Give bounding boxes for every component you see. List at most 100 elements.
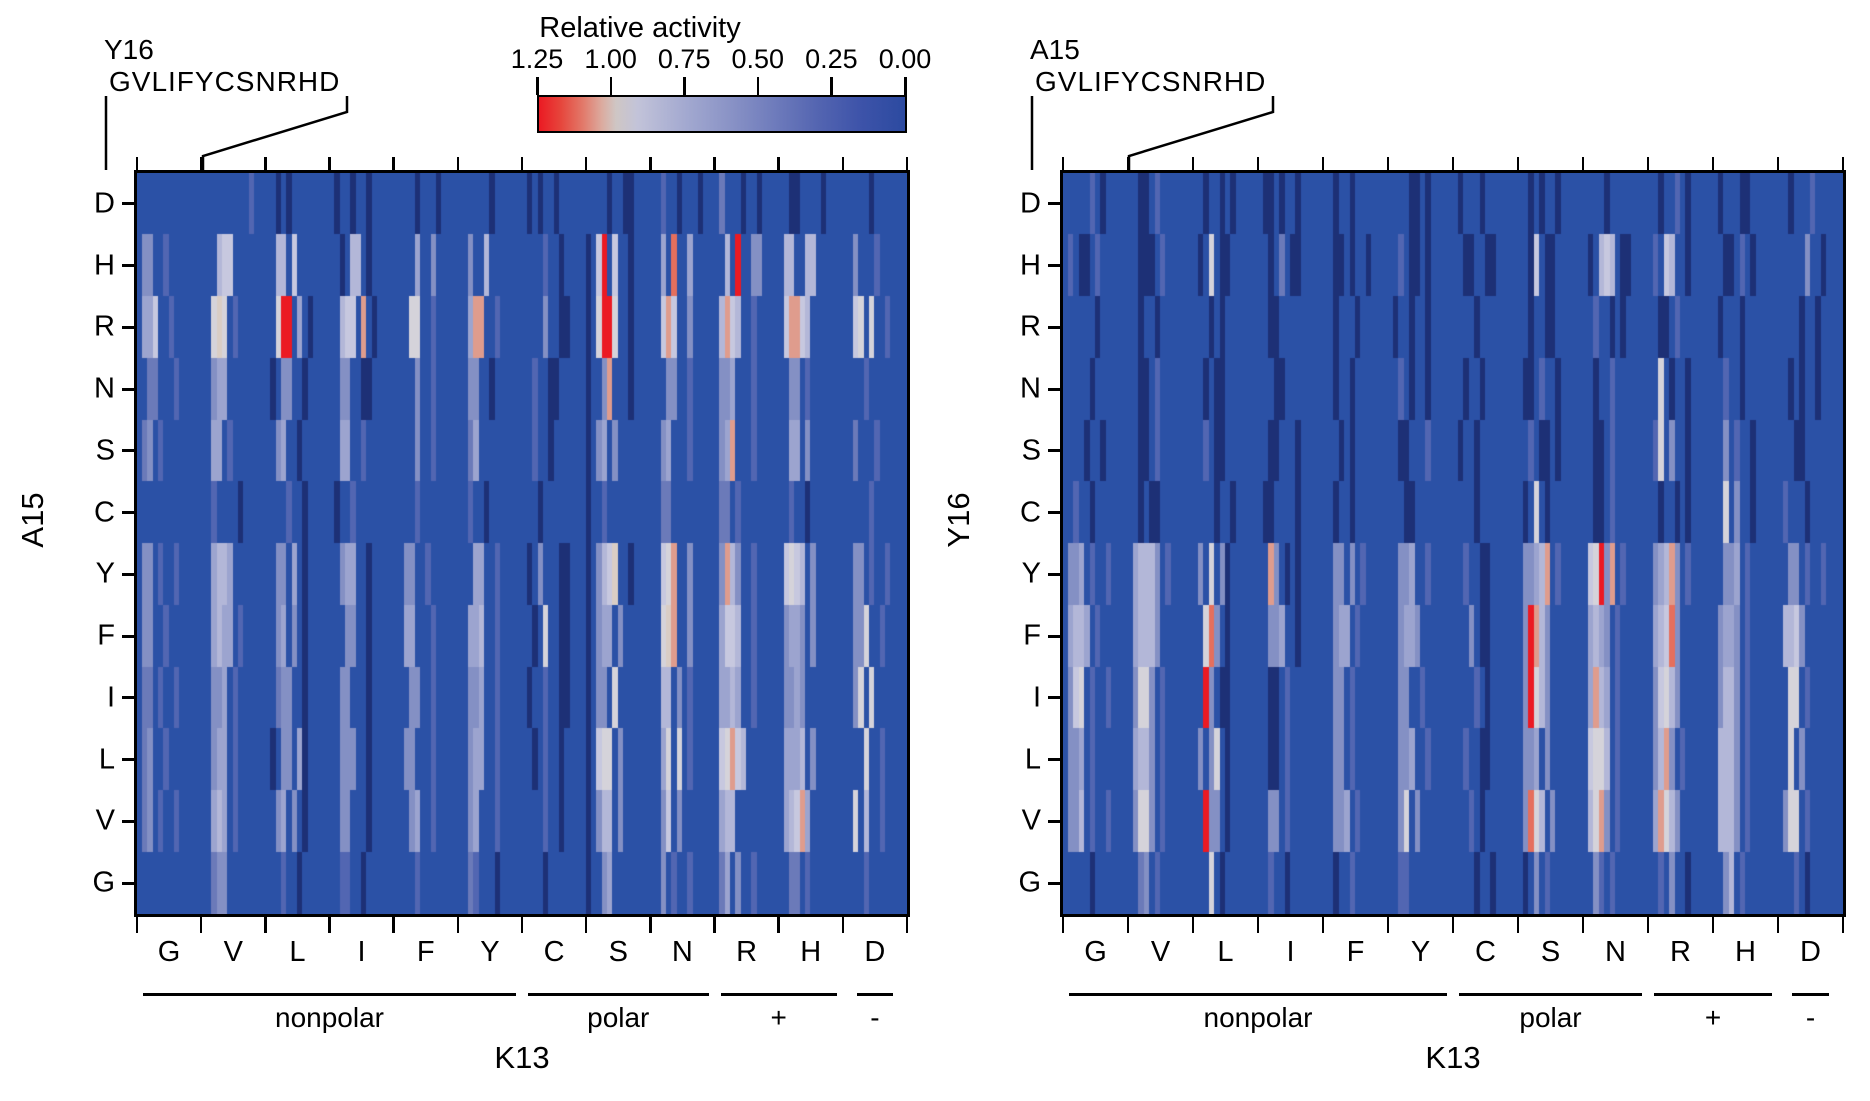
row-tick: [122, 264, 137, 268]
col-label-G: G: [1084, 936, 1107, 968]
left-heatmap-canvas: [137, 173, 907, 914]
col-label-L: L: [1217, 936, 1234, 968]
col-label-N: N: [671, 936, 693, 968]
column-tick-bottom: [1451, 917, 1455, 933]
column-tick-bottom: [841, 917, 845, 933]
column-tick-bottom: [264, 917, 267, 933]
column-tick-bottom: [1386, 917, 1390, 933]
right-heatmap-canvas: [1063, 173, 1843, 914]
group-label-+: +: [770, 1002, 787, 1033]
colorbar-tick-mark: [904, 77, 907, 95]
row-label-Y: Y: [95, 557, 115, 590]
right-heatmap-frame: [1060, 170, 1846, 917]
row-label-S: S: [95, 434, 115, 467]
colorbar-title: Relative activity: [539, 12, 741, 44]
row-label-N: N: [1020, 372, 1041, 405]
row-tick: [122, 202, 137, 206]
column-tick-top: [1776, 157, 1780, 173]
row-tick: [1048, 449, 1063, 453]
column-tick-top: [456, 157, 460, 173]
row-tick: [122, 819, 137, 823]
row-label-H: H: [94, 249, 115, 282]
col-label-V: V: [223, 936, 243, 968]
group-label-nonpolar: nonpolar: [275, 1002, 384, 1033]
row-label-N: N: [94, 372, 115, 405]
row-tick: [1048, 819, 1063, 823]
colorbar-tick-label: 0.50: [731, 44, 785, 74]
colorbar-tick-label: 0.00: [878, 44, 932, 74]
row-tick: [1048, 387, 1063, 391]
col-label-S: S: [1540, 936, 1561, 968]
row-label-I: I: [106, 681, 115, 714]
group-line--: [856, 993, 893, 996]
column-tick-top: [1191, 157, 1195, 173]
column-tick-bottom: [1646, 917, 1650, 933]
row-tick: [122, 696, 137, 700]
row-tick: [1048, 572, 1063, 576]
row-label-R: R: [1020, 310, 1041, 343]
column-tick-bottom: [392, 917, 395, 933]
row-label-L: L: [1024, 743, 1041, 776]
row-tick: [1048, 696, 1063, 700]
column-tick-bottom: [1581, 917, 1585, 933]
column-tick-bottom: [520, 917, 524, 933]
col-label-Y: Y: [1410, 936, 1431, 968]
column-tick-top: [1711, 157, 1715, 173]
right-header-residue: A15: [1030, 34, 1080, 65]
column-tick-top: [1321, 157, 1325, 173]
row-tick: [122, 387, 137, 391]
col-label-H: H: [800, 936, 822, 968]
colorbar-tick-mark: [830, 77, 833, 95]
column-tick-top: [1841, 157, 1845, 173]
row-tick: [122, 634, 137, 638]
col-label-R: R: [736, 936, 758, 968]
column-tick-bottom: [1126, 917, 1130, 933]
column-tick-top: [1581, 157, 1585, 173]
column-tick-top: [713, 157, 716, 173]
column-tick-bottom: [649, 917, 652, 933]
column-tick-top: [1516, 157, 1520, 173]
column-tick-bottom: [1191, 917, 1195, 933]
col-label-V: V: [1150, 936, 1171, 968]
column-tick-bottom: [1776, 917, 1780, 933]
col-label-G: G: [157, 936, 181, 968]
colorbar-tick-mark: [683, 77, 686, 95]
row-label-D: D: [94, 187, 115, 220]
row-tick: [1048, 634, 1063, 638]
column-tick-top: [328, 157, 331, 173]
row-label-C: C: [1020, 496, 1041, 529]
group-label--: -: [870, 1002, 880, 1033]
colorbar-tick-mark: [536, 77, 539, 95]
group-label-polar: polar: [1519, 1002, 1582, 1033]
row-label-V: V: [1021, 804, 1041, 837]
group-line-+: [720, 993, 837, 996]
group-label--: -: [1805, 1002, 1816, 1033]
right-header-sequence: GVLIFYCSNRHD: [1035, 66, 1267, 97]
column-tick-bottom: [1061, 917, 1065, 933]
col-label-D: D: [1800, 936, 1821, 968]
row-label-Y: Y: [1021, 557, 1041, 590]
column-tick-bottom: [1711, 917, 1715, 933]
col-label-I: I: [357, 936, 366, 968]
group-line-nonpolar: [143, 993, 516, 996]
column-tick-bottom: [1516, 917, 1520, 933]
row-tick: [122, 325, 137, 329]
column-tick-top: [264, 157, 267, 173]
row-tick: [1048, 881, 1063, 885]
col-label-C: C: [1475, 936, 1496, 968]
column-tick-bottom: [1841, 917, 1845, 933]
column-tick-top: [1256, 157, 1260, 173]
group-line-nonpolar: [1069, 993, 1447, 996]
row-tick: [1048, 264, 1063, 268]
group-line-polar: [1459, 993, 1642, 996]
row-label-S: S: [1021, 434, 1041, 467]
row-tick: [122, 881, 137, 885]
col-label-F: F: [1346, 936, 1365, 968]
col-label-D: D: [864, 936, 886, 968]
colorbar-tick-mark: [609, 77, 613, 95]
row-label-G: G: [92, 866, 115, 899]
column-tick-bottom: [1256, 917, 1260, 933]
colorbar: [537, 95, 907, 133]
left-header-residue: Y16: [104, 34, 154, 65]
